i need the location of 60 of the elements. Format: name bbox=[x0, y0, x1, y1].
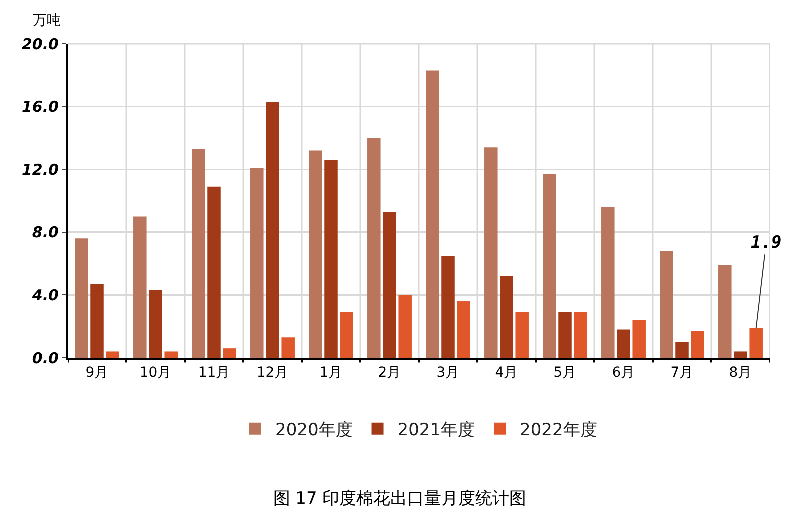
bar bbox=[266, 102, 280, 358]
x-tick-label: 11月 bbox=[198, 364, 230, 381]
bar bbox=[90, 284, 104, 358]
bar bbox=[164, 352, 178, 358]
x-tick-label: 1月 bbox=[320, 364, 343, 381]
legend-label: 2022年度 bbox=[520, 420, 598, 441]
bar bbox=[368, 138, 381, 358]
x-tick-label: 7月 bbox=[670, 364, 694, 381]
legend-label: 2020年度 bbox=[276, 420, 353, 441]
bar bbox=[149, 290, 162, 358]
bar bbox=[516, 312, 529, 358]
bar bbox=[543, 174, 556, 358]
x-tick-label: 10月 bbox=[140, 364, 172, 381]
bar bbox=[617, 330, 630, 358]
y-tick-label: 12.0 bbox=[22, 160, 59, 179]
bar bbox=[660, 251, 674, 358]
legend-label: 2021年度 bbox=[398, 420, 476, 441]
x-tick-label: 4月 bbox=[495, 364, 518, 381]
bar bbox=[442, 256, 455, 358]
x-tick-label: 12月 bbox=[256, 364, 289, 381]
bar bbox=[282, 338, 295, 358]
bar bbox=[558, 312, 572, 358]
y-axis-title: 万吨 bbox=[33, 13, 61, 29]
bar bbox=[426, 70, 440, 358]
x-tick-label: 2月 bbox=[378, 364, 402, 381]
bar bbox=[223, 348, 236, 358]
bar bbox=[134, 216, 147, 358]
y-tick-label: 20.0 bbox=[22, 35, 59, 54]
bar bbox=[676, 342, 689, 358]
bar bbox=[574, 312, 588, 358]
y-tick-label: 0.0 bbox=[32, 349, 59, 368]
bar bbox=[208, 186, 221, 358]
bar bbox=[398, 295, 412, 358]
bar bbox=[75, 238, 88, 358]
bar bbox=[192, 149, 206, 358]
x-tick-label: 6月 bbox=[612, 364, 636, 381]
bar bbox=[718, 265, 732, 358]
data-label: 1.9 bbox=[751, 233, 782, 253]
bar bbox=[383, 212, 396, 358]
bar bbox=[484, 148, 498, 358]
bar bbox=[106, 352, 120, 358]
bar bbox=[309, 150, 322, 358]
bar bbox=[734, 352, 748, 358]
y-tick-label: 8.0 bbox=[32, 224, 59, 242]
bar bbox=[340, 312, 354, 358]
bar bbox=[632, 320, 646, 358]
bar bbox=[691, 331, 704, 358]
text: 图 17 印度棉花出口量月度统计图 bbox=[273, 488, 527, 509]
y-tick-label: 4.0 bbox=[31, 286, 59, 304]
y-tick-label: 16.0 bbox=[22, 98, 59, 116]
bar bbox=[324, 160, 338, 358]
x-tick-label: 9月 bbox=[86, 364, 109, 381]
x-tick-label: 3月 bbox=[436, 364, 460, 381]
bar bbox=[750, 328, 763, 358]
bar bbox=[250, 168, 264, 358]
bar bbox=[602, 207, 615, 358]
bar bbox=[500, 276, 514, 358]
bar bbox=[457, 301, 470, 358]
x-tick-label: 8月 bbox=[729, 364, 752, 381]
x-tick-label: 5月 bbox=[554, 364, 577, 381]
